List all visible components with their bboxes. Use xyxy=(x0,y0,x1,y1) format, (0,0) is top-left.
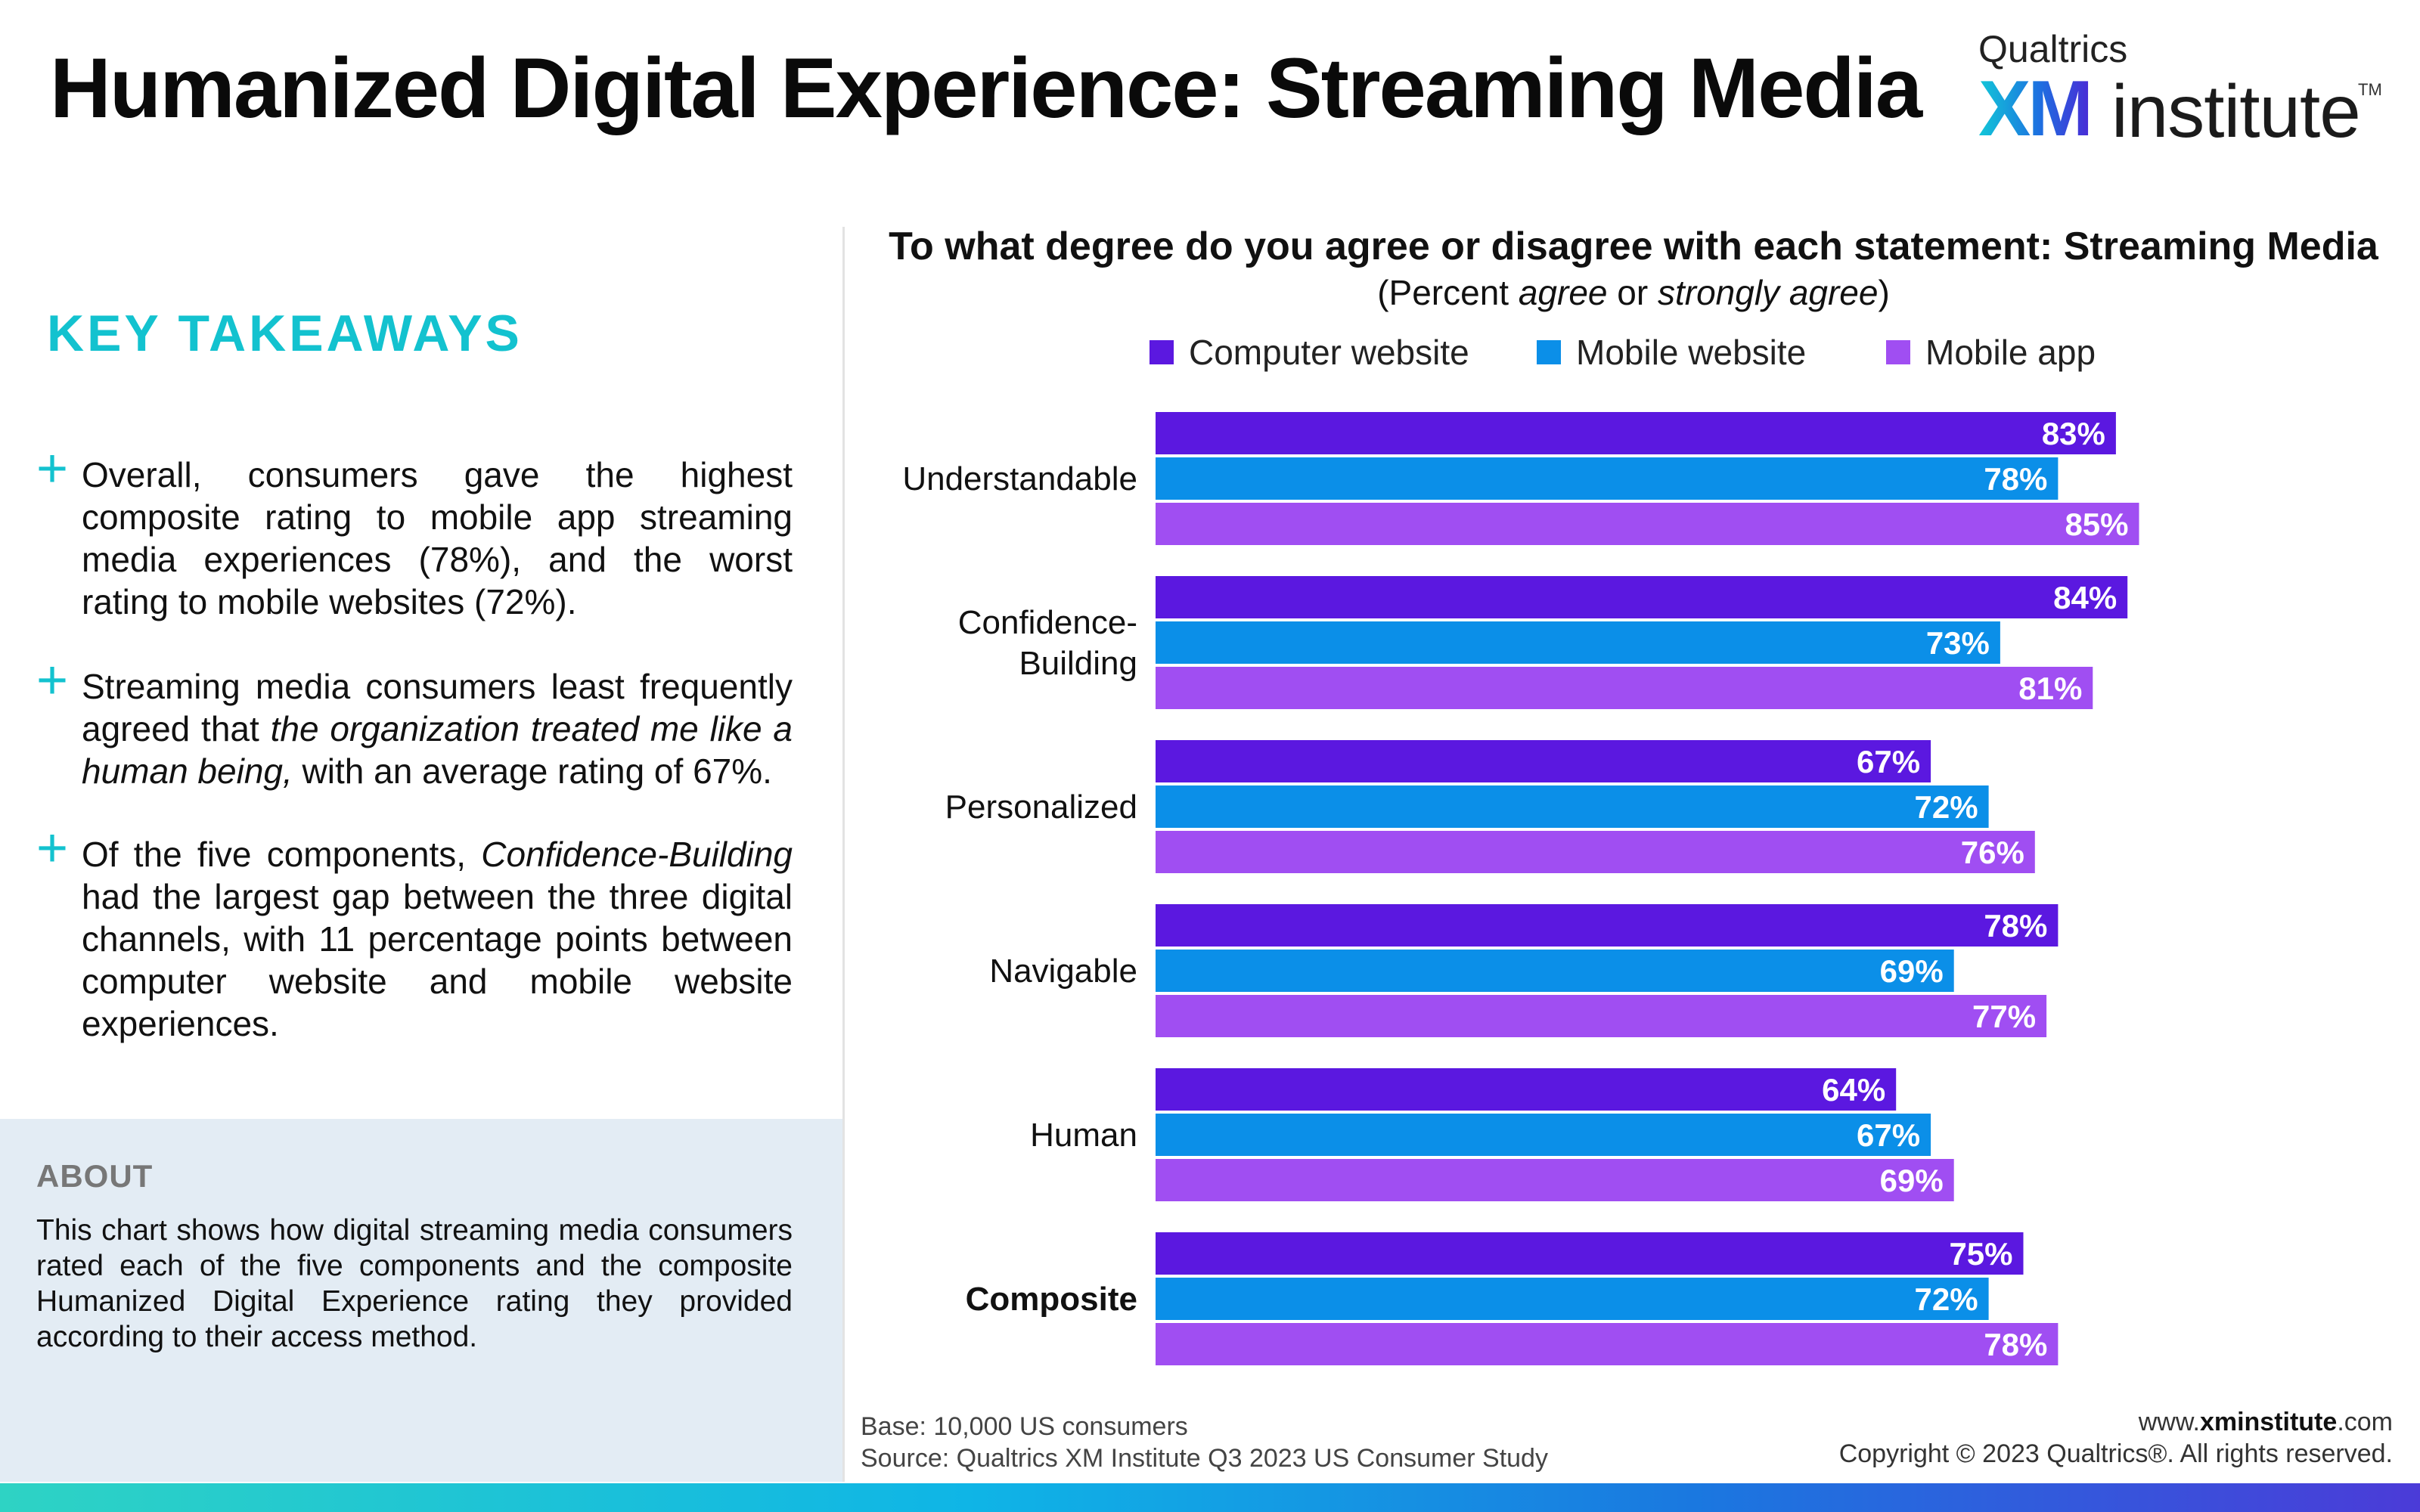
bottom-gradient-bar xyxy=(0,1483,2420,1512)
bar xyxy=(1156,740,1931,782)
chart-footnote: Base: 10,000 US consumers Source: Qualtr… xyxy=(861,1411,1548,1474)
bar xyxy=(1156,1159,1954,1201)
logo-brand-text: Qualtrics xyxy=(1978,28,2128,70)
website-link[interactable]: www.xminstitute.com xyxy=(2138,1408,2393,1436)
legend-label: Mobile website xyxy=(1576,333,1807,372)
bar xyxy=(1156,457,2059,500)
category-label: Human xyxy=(1030,1117,1137,1154)
takeaway-item: + Of the five components, Confidence-Bui… xyxy=(36,821,793,1045)
category-label: Confidence-Building xyxy=(958,604,1137,682)
bar xyxy=(1156,995,2047,1037)
legend-item-computer-website: Computer website xyxy=(1150,330,1469,375)
takeaway-text: Streaming media consumers least frequent… xyxy=(82,667,793,791)
bar xyxy=(1156,904,2059,947)
about-heading: ABOUT xyxy=(36,1158,154,1194)
bar-value-label: 78% xyxy=(1984,461,2047,497)
legend-label: Mobile app xyxy=(1925,333,2096,372)
bar xyxy=(1156,1232,2024,1275)
bar-value-label: 73% xyxy=(1926,625,1990,661)
chart-legend: Computer website Mobile website Mobile a… xyxy=(0,330,2420,375)
bar-value-label: 67% xyxy=(1857,1117,1920,1153)
bar-value-label: 75% xyxy=(1949,1236,2012,1272)
bar-value-label: 81% xyxy=(2018,671,2082,706)
bar-value-label: 69% xyxy=(1880,1163,1944,1198)
bar xyxy=(1156,950,1954,992)
bar xyxy=(1156,831,2035,873)
bar xyxy=(1156,1068,1897,1111)
bar-value-label: 76% xyxy=(1961,835,2024,870)
bar-value-label: 83% xyxy=(2042,416,2105,451)
category-label: Personalized xyxy=(945,789,1137,826)
source-note: Source: Qualtrics XM Institute Q3 2023 U… xyxy=(861,1444,1548,1473)
bar xyxy=(1156,667,2093,709)
legend-label: Computer website xyxy=(1189,333,1469,372)
bar xyxy=(1156,1278,1989,1320)
bar xyxy=(1156,412,2116,454)
about-panel: ABOUT This chart shows how digital strea… xyxy=(0,1119,842,1482)
chart-title: To what degree do you agree or disagree … xyxy=(889,225,2378,268)
bar xyxy=(1156,785,1989,828)
page-title: Humanized Digital Experience: Streaming … xyxy=(50,41,1922,135)
logo-xm-text: XM xyxy=(1978,65,2093,153)
bar-value-label: 72% xyxy=(1915,789,1978,825)
logo-trademark: TM xyxy=(2358,80,2382,99)
key-takeaways-heading: KEY TAKEAWAYS xyxy=(47,305,523,362)
bar-value-label: 85% xyxy=(2065,507,2128,542)
panel-divider xyxy=(842,227,845,1482)
chart-subtitle: (Percent agree or strongly agree) xyxy=(1377,273,1890,312)
category-label: Navigable xyxy=(989,953,1137,990)
category-label: Understandable xyxy=(902,460,1137,497)
footer-right: www.xminstitute.com Copyright © 2023 Qua… xyxy=(1839,1406,2393,1470)
legend-item-mobile-website: Mobile website xyxy=(1537,330,1806,375)
legend-item-mobile-app: Mobile app xyxy=(1886,330,2096,375)
bar xyxy=(1156,1114,1931,1156)
takeaway-text: Overall, consumers gave the highest comp… xyxy=(82,455,793,621)
legend-swatch xyxy=(1537,340,1561,364)
bar-value-label: 77% xyxy=(1972,999,2036,1034)
legend-swatch xyxy=(1886,340,1910,364)
plus-icon: + xyxy=(36,818,69,878)
logo-institute-text: institute xyxy=(2111,70,2361,153)
bar-value-label: 72% xyxy=(1915,1281,1978,1317)
bar-value-label: 78% xyxy=(1984,908,2047,943)
bar-value-label: 67% xyxy=(1857,744,1920,779)
plus-icon: + xyxy=(36,438,69,499)
takeaway-text: Of the five components, Confidence-Build… xyxy=(82,835,793,1043)
bar xyxy=(1156,1323,2059,1365)
copyright: Copyright © 2023 Qualtrics®. All rights … xyxy=(1838,1439,2393,1468)
legend-swatch xyxy=(1150,340,1174,364)
bar-value-label: 78% xyxy=(1984,1327,2047,1362)
about-text: This chart shows how digital streaming m… xyxy=(36,1214,793,1353)
base-note: Base: 10,000 US consumers xyxy=(861,1412,1188,1441)
bar xyxy=(1156,503,2139,545)
category-label: Composite xyxy=(966,1281,1137,1318)
bar-value-label: 84% xyxy=(2053,580,2117,615)
bar xyxy=(1156,621,2000,664)
bar xyxy=(1156,576,2128,618)
takeaway-item: + Overall, consumers gave the highest co… xyxy=(36,442,793,623)
takeaway-item: + Streaming media consumers least freque… xyxy=(36,653,793,792)
xm-institute-logo: Qualtrics XM institute TM xyxy=(1978,27,2387,148)
plus-icon: + xyxy=(36,650,69,711)
bar-value-label: 69% xyxy=(1880,953,1944,989)
bar-value-label: 64% xyxy=(1822,1072,1885,1108)
